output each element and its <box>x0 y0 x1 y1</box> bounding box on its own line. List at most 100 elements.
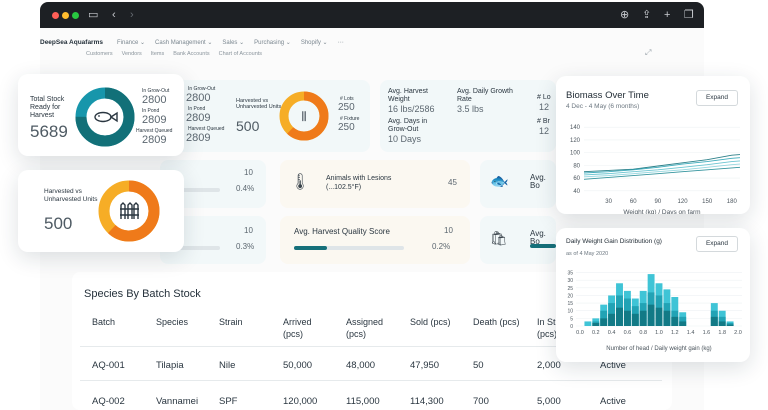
pond-value: 2809 <box>186 112 211 124</box>
x-tick-label: 1.4 <box>687 330 695 336</box>
histogram-bar <box>647 304 655 326</box>
tabs-icon[interactable]: ❐ <box>684 9 694 21</box>
table-cell: Active <box>600 360 626 371</box>
close-window-button[interactable] <box>52 12 59 19</box>
forward-icon[interactable]: › <box>130 9 134 21</box>
x-axis-label: Weight (kg) / Days on farm <box>623 209 700 214</box>
subnav-bank-accounts[interactable]: Bank Accounts <box>173 51 210 57</box>
quality-bar-fill <box>294 246 327 250</box>
nav-item-sales[interactable]: Sales ⌄ <box>222 39 245 46</box>
download-icon[interactable]: ⊕ <box>620 9 630 21</box>
queued-value: 2809 <box>186 132 211 144</box>
ts-grow-out-label: In Grow-Out <box>142 88 170 94</box>
grow-out-label: In Grow-Out <box>188 86 216 92</box>
minimize-window-button[interactable] <box>62 12 69 19</box>
histogram-bar <box>600 310 608 326</box>
biomass-expand-button[interactable]: Expand <box>696 90 738 106</box>
lots-label: # Lots <box>340 96 354 102</box>
table-row-batch[interactable]: AQ-002 <box>92 396 125 407</box>
new-tab-icon[interactable]: + <box>664 9 671 21</box>
fullscreen-icon[interactable]: ⤢ <box>645 48 652 57</box>
table-cell: 50 <box>473 360 484 371</box>
histogram-bar <box>631 313 639 326</box>
avg-b1-label: Avg. Bo <box>530 173 546 190</box>
table-cell: 2,000 <box>537 360 561 371</box>
back-icon[interactable]: ‹ <box>112 9 116 21</box>
harvested-value: 500 <box>44 214 73 233</box>
grow-out-days-value: 10 Days <box>388 134 422 144</box>
histogram-bar <box>663 310 671 326</box>
fence-icon <box>120 202 139 219</box>
avg-metrics-card: Avg. Harvest Weight 16 lbs/2586 Avg. Dai… <box>380 80 556 152</box>
table-header-cell[interactable]: In St (pcs) <box>537 317 557 339</box>
weight-gain-subtitle: as of 4 May 2020 <box>566 251 609 257</box>
quality-pct: 0.2% <box>432 242 451 251</box>
table-header-cell[interactable]: Species <box>156 317 189 327</box>
y-tick-label: 25 <box>567 286 573 292</box>
subnav-items[interactable]: Items <box>150 51 165 57</box>
y-tick-label: 60 <box>573 176 580 182</box>
share-icon[interactable]: ⇪ <box>642 9 652 21</box>
species-table-title: Species By Batch Stock <box>84 288 201 300</box>
nav-item-shopify[interactable]: Shopify ⌄ <box>300 39 328 46</box>
x-tick-label: 1.6 <box>703 330 711 336</box>
ts-grow-out-value: 2800 <box>142 94 167 106</box>
table-divider <box>80 380 662 381</box>
nav-item-cash-management[interactable]: Cash Management ⌄ <box>155 39 213 46</box>
quality-label: Avg. Harvest Quality Score <box>294 227 390 236</box>
table-header-cell[interactable]: Arrived (pcs) <box>283 317 312 339</box>
weight-gain-card: Daily Weight Gain Distribution (g) as of… <box>556 228 750 362</box>
subnav-chart-of-accounts[interactable]: Chart of Accounts <box>218 51 263 57</box>
total-stock-ring <box>75 87 135 147</box>
table-cell: 115,000 <box>346 396 380 407</box>
x-tick-label: 2.0 <box>734 330 742 336</box>
subnav-vendors[interactable]: Vendors <box>121 51 142 57</box>
table-cell: 48,000 <box>346 360 376 371</box>
nav-item-purchasing[interactable]: Purchasing ⌄ <box>254 39 291 46</box>
x-tick-label: 1.2 <box>671 330 679 336</box>
histogram-bar <box>726 324 734 326</box>
grow-out-days-label: Avg. Days in Grow-Out <box>388 118 428 133</box>
harvest-weight-value: 16 lbs/2586 <box>388 104 435 114</box>
histogram-bar <box>608 313 616 326</box>
lesions-label: Animals with Lesions (...102.5°F) <box>326 175 392 191</box>
total-stock-label: Total Stock Ready for Harvest <box>30 96 65 119</box>
harvested-bg-value: 500 <box>236 118 260 134</box>
table-header-cell[interactable]: Batch <box>92 317 116 327</box>
y-tick-label: 100 <box>570 151 581 157</box>
table-header-cell[interactable]: Strain <box>219 317 243 327</box>
subnav-customers[interactable]: Customers <box>86 51 113 57</box>
maximize-window-button[interactable] <box>72 12 79 19</box>
histogram-bar <box>584 321 592 326</box>
avg-b2-label: Avg. Bo <box>530 229 546 246</box>
y-tick-label: 0 <box>570 324 573 330</box>
histogram-bar <box>726 322 734 326</box>
y-tick-label: 80 <box>573 163 580 169</box>
ts-queued-value: 2809 <box>142 134 167 146</box>
weight-gain-expand-button[interactable]: Expand <box>696 236 738 252</box>
series-line <box>583 157 741 174</box>
weight-gain-title: Daily Weight Gain Distribution (g) <box>566 238 662 245</box>
table-header-cell[interactable]: Assigned (pcs) <box>346 317 384 339</box>
x-axis-label: Number of head / Daily weight gain (kg) <box>606 346 711 352</box>
table-divider <box>80 346 662 347</box>
biomass-card: Biomass Over Time 4 Dec - 4 May (6 month… <box>556 76 750 214</box>
nav-item-finance[interactable]: Finance ⌄ <box>116 39 146 46</box>
avg-b2-bar <box>530 244 556 248</box>
row3-left-pct: 0.3% <box>236 242 255 251</box>
table-cell: 114,300 <box>410 396 444 407</box>
row2-left-bar <box>176 188 220 192</box>
table-header-cell[interactable]: Sold (pcs) <box>410 317 451 327</box>
table-row-batch[interactable]: AQ-001 <box>92 360 125 371</box>
nav-item-more[interactable]: ⋯ <box>337 39 344 46</box>
lesions-value: 45 <box>448 178 457 187</box>
histogram-bar <box>655 307 663 326</box>
y-tick-label: 35 <box>567 271 573 277</box>
table-header-cell[interactable]: Death (pcs) <box>473 317 520 327</box>
fish-icon: 🐟 <box>490 173 509 190</box>
sidebar-icon[interactable]: ▭ <box>88 9 99 21</box>
table-cell: 120,000 <box>283 396 318 407</box>
table-cell: 47,950 <box>410 360 440 371</box>
y-tick-label: 120 <box>570 138 581 144</box>
growth-rate-label: Avg. Daily Growth Rate <box>457 88 513 103</box>
